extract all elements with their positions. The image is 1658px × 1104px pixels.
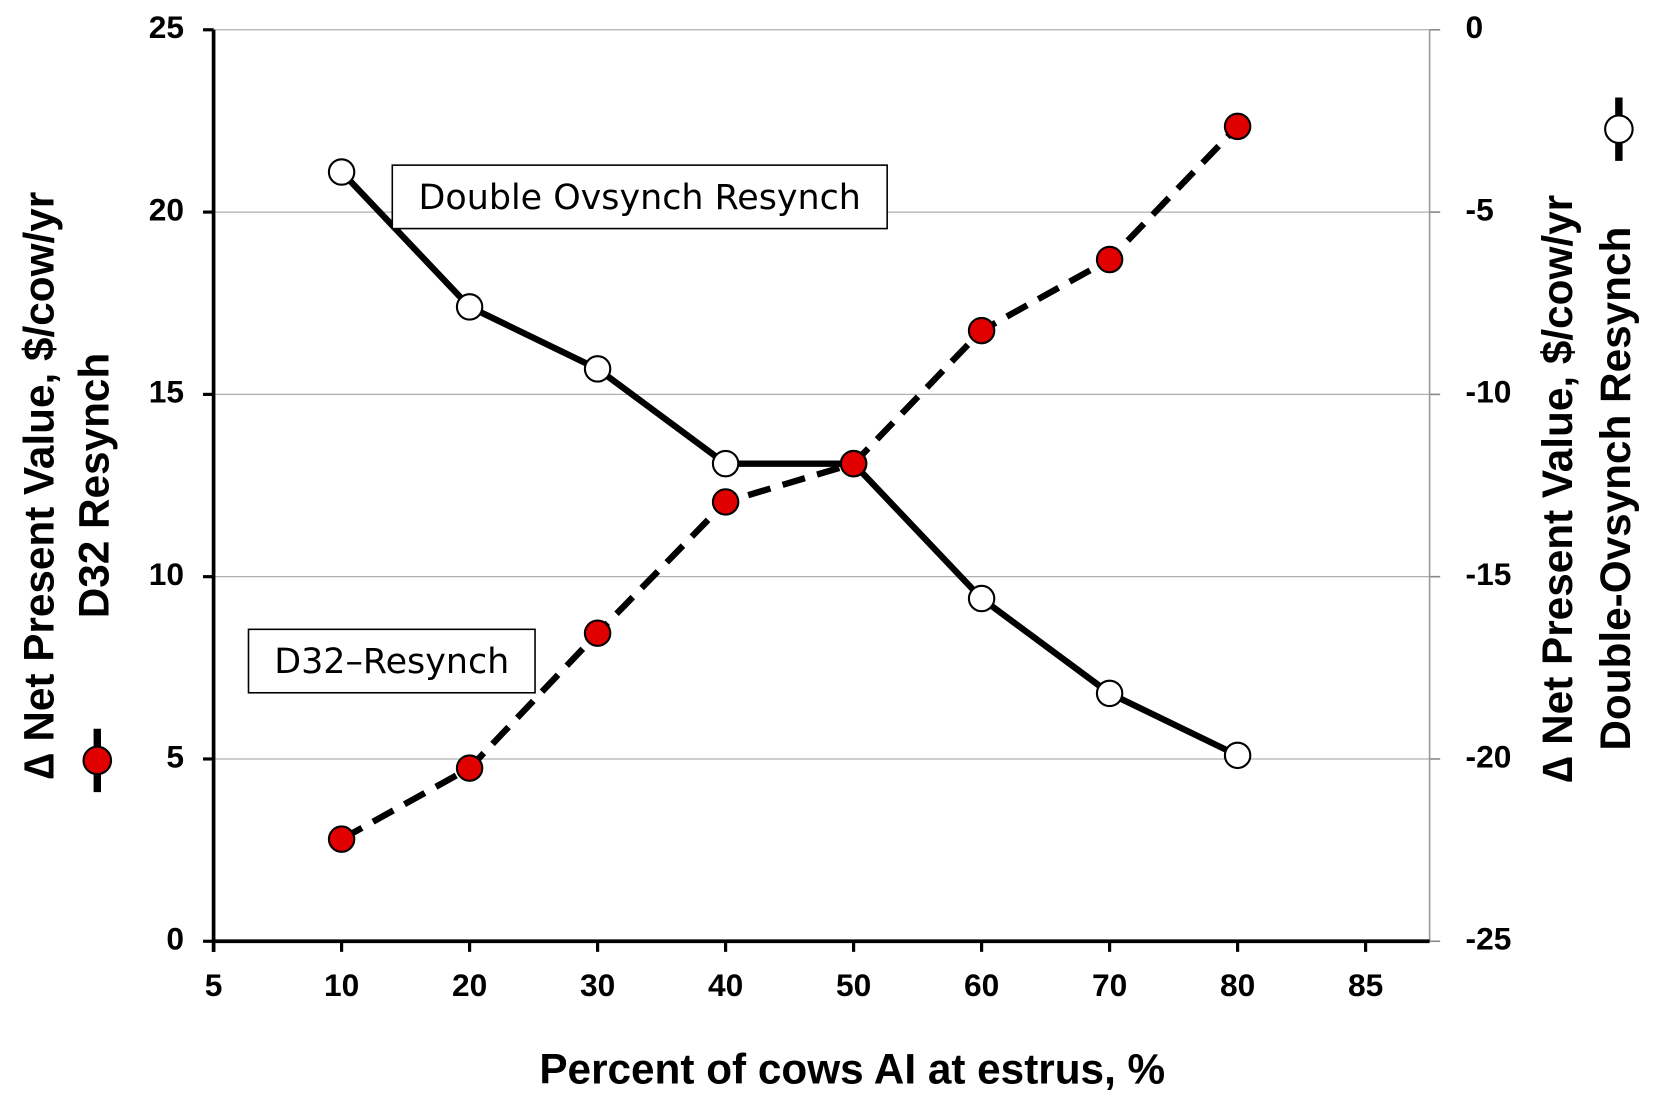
annotation-box bbox=[247, 628, 536, 694]
data-point bbox=[1095, 679, 1124, 708]
y2-axis-label-line: Double-Ovsynch Resynch bbox=[1592, 227, 1639, 751]
x-tick-label: 5 bbox=[205, 967, 223, 1003]
x-tick-label: 85 bbox=[1348, 967, 1383, 1003]
x-tick-label: 80 bbox=[1220, 967, 1255, 1003]
y-tick-label: 25 bbox=[149, 9, 184, 45]
y-tick-label: 10 bbox=[149, 556, 184, 592]
data-point bbox=[455, 754, 484, 782]
x-tick-label: 60 bbox=[964, 967, 999, 1003]
data-point bbox=[455, 293, 484, 321]
y-axis-label-line: ∆ Net Present Value, $/cow/yr bbox=[15, 192, 62, 780]
series-line bbox=[340, 124, 1240, 842]
data-point bbox=[583, 619, 612, 647]
x-axis-label: Percent of cows AI at estrus, % bbox=[539, 1046, 1165, 1093]
y-tick-label: 5 bbox=[166, 738, 184, 774]
y2-axis-label-line: ∆ Net Present Value, $/cow/yr bbox=[1534, 195, 1581, 783]
data-point bbox=[967, 316, 996, 345]
data-point bbox=[711, 488, 740, 516]
data-point bbox=[327, 158, 356, 186]
data-point bbox=[967, 584, 996, 613]
y2-tick-label: -10 bbox=[1466, 374, 1512, 410]
annotation-box bbox=[391, 164, 888, 230]
y2-tick-label: -15 bbox=[1466, 556, 1512, 592]
y-tick-label: 0 bbox=[166, 921, 184, 957]
x-tick-label: 30 bbox=[580, 967, 615, 1003]
legend-marker bbox=[1604, 114, 1634, 144]
y-axis-label: ∆ Net Present Value, $/cow/yr D32 Resync… bbox=[15, 192, 117, 793]
x-tick-label: 50 bbox=[836, 967, 871, 1003]
y-axis-label-line: D32 Resynch bbox=[70, 353, 117, 619]
data-point bbox=[583, 355, 612, 383]
x-tick-label: 70 bbox=[1092, 967, 1127, 1003]
x-tick-label: 10 bbox=[324, 967, 359, 1003]
y2-tick-label: -20 bbox=[1466, 738, 1512, 774]
data-point bbox=[1223, 741, 1252, 770]
annotation: Double Ovsynch Resynch bbox=[419, 178, 861, 218]
x-tick-label: 20 bbox=[452, 967, 487, 1003]
y2-axis-label: ∆ Net Present Value, $/cow/yr Double-Ovs… bbox=[1534, 97, 1639, 782]
series-line bbox=[339, 169, 1239, 759]
legend-marker bbox=[82, 745, 113, 776]
y2-tick-label: -25 bbox=[1466, 921, 1512, 957]
data-point bbox=[1223, 112, 1252, 141]
y2-tick-label: 0 bbox=[1466, 9, 1484, 45]
y-tick-label: 15 bbox=[149, 374, 184, 410]
y2-tick-label: -5 bbox=[1466, 191, 1494, 227]
data-point bbox=[839, 449, 868, 478]
data-point bbox=[1095, 245, 1124, 274]
annotation: D32–Resynch bbox=[274, 642, 509, 682]
y-tick-label: 20 bbox=[149, 191, 184, 227]
x-tick-label: 40 bbox=[708, 967, 743, 1003]
data-point bbox=[711, 449, 740, 478]
data-point bbox=[327, 825, 356, 853]
